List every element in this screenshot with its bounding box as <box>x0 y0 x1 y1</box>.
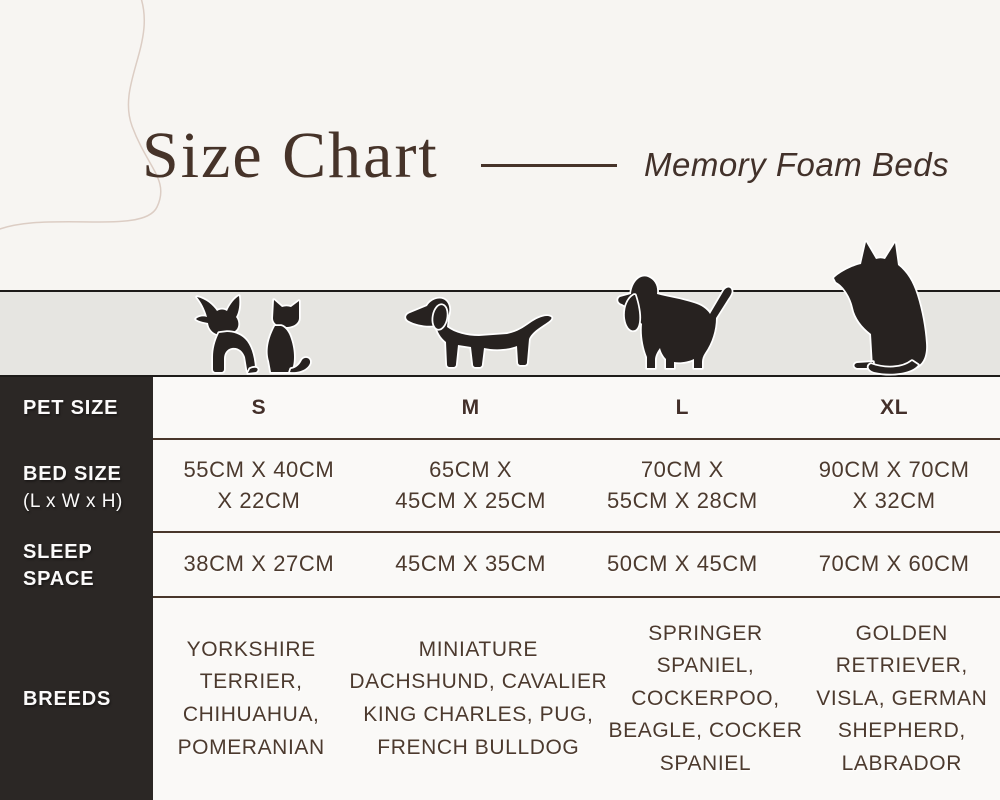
dachshund-icon <box>404 296 554 369</box>
sleep-space-row: 38CM X 27CM 45CM X 35CM 50CM X 45CM 70CM… <box>153 533 1000 598</box>
breeds-row: YORKSHIRE TERRIER, CHIHUAHUA, POMERANIAN… <box>153 598 1000 800</box>
table-data-area: S M L XL 55CM X 40CM X 22CM 65CM X 45CM … <box>153 377 1000 800</box>
breeds-m: MINIATURE DACHSHUND, CAVALIER KING CHARL… <box>349 637 608 759</box>
cocker-spaniel-icon <box>616 274 734 370</box>
size-header-row: S M L XL <box>153 377 1000 440</box>
size-header-xl: XL <box>880 395 909 419</box>
sleep-space-s: 38CM X 27CM <box>183 551 335 577</box>
size-header-l: L <box>675 395 690 419</box>
bed-size-l: 70CM X 55CM X 28CM <box>606 456 758 513</box>
page-subtitle: Memory Foam Beds <box>644 146 950 183</box>
bed-size-row: 55CM X 40CM X 22CM 65CM X 45CM X 25CM 70… <box>153 440 1000 533</box>
bed-size-m: 65CM X 45CM X 25CM <box>395 456 547 513</box>
row-label-breeds: BREEDS <box>23 687 112 710</box>
size-header-m: M <box>461 395 480 419</box>
row-label-bed-size: BED SIZE (L x W x H) <box>23 462 123 512</box>
sleep-space-l: 50CM X 45CM <box>606 551 758 577</box>
size-header-s: S <box>251 395 267 419</box>
size-table: PET SIZE BED SIZE (L x W x H) SLEEP SPAC… <box>0 377 1000 800</box>
title-divider-line <box>481 164 617 167</box>
bed-size-xl: 90CM X 70CM X 32CM <box>818 456 970 513</box>
breeds-xl: GOLDEN RETRIEVER, VISLA, GERMAN SHEPHERD… <box>816 621 988 775</box>
row-label-pet-size: PET SIZE <box>23 397 119 419</box>
row-label-sleep-space: SLEEP SPACE <box>23 540 95 590</box>
breeds-l: SPRINGER SPANIEL, COCKERPOO, BEAGLE, COC… <box>608 621 803 775</box>
row-label-column: PET SIZE BED SIZE (L x W x H) SLEEP SPAC… <box>0 377 153 800</box>
chihuahua-and-cat-icon <box>194 294 312 375</box>
sleep-space-xl: 70CM X 60CM <box>818 551 970 577</box>
sleep-space-m: 45CM X 35CM <box>395 551 547 577</box>
page-title: Size Chart <box>142 119 439 192</box>
breeds-s: YORKSHIRE TERRIER, CHIHUAHUA, POMERANIAN <box>177 637 325 759</box>
german-shepherd-icon <box>832 240 928 376</box>
bed-size-s: 55CM X 40CM X 22CM <box>183 456 335 513</box>
